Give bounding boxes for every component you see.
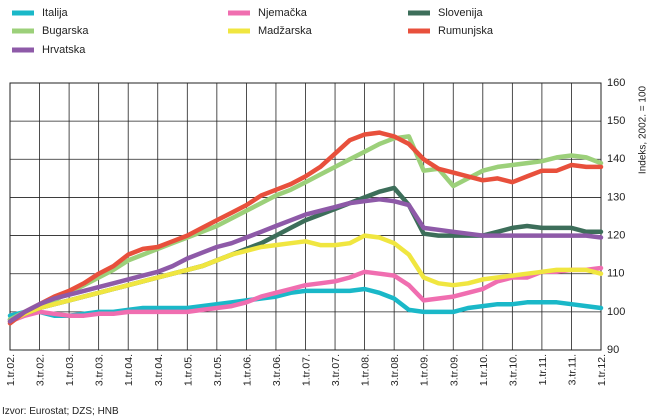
- x-tick-label: 1.tr.07.: [301, 354, 313, 386]
- series-line: [7, 197, 604, 324]
- x-tick-label: 1.tr.11.: [537, 354, 549, 385]
- legend-label: Madžarska: [258, 25, 313, 37]
- x-tick-label: 1.tr.04.: [123, 354, 135, 386]
- x-tick-label: 3.tr.10.: [507, 354, 519, 386]
- x-tick-label: 3.tr.08.: [389, 354, 401, 386]
- x-tick-label: 1.tr.10.: [478, 354, 490, 386]
- legend-label: Njemačka: [258, 7, 308, 19]
- x-tick-label: 3.tr.11.: [566, 354, 578, 385]
- legend-label: Bugarska: [42, 25, 89, 37]
- x-tick-label: 3.tr.07.: [330, 354, 342, 386]
- y-tick-label: 90: [607, 344, 619, 356]
- series-line: [7, 130, 604, 326]
- series-line: [7, 134, 604, 322]
- legend-label: Rumunjska: [438, 25, 494, 37]
- y-tick-label: 150: [607, 115, 625, 127]
- x-tick-label: 1.tr.03.: [64, 354, 76, 386]
- x-tick-label: 1.tr.08.: [360, 354, 372, 386]
- series-line: [7, 233, 604, 324]
- x-tick-label: 3.tr.05.: [212, 354, 224, 386]
- y-tick-label: 140: [607, 153, 625, 165]
- y-tick-label: 100: [607, 306, 625, 318]
- source: Izvor: Eurostat; DZS; HNB: [2, 406, 119, 417]
- legend-label: Slovenija: [438, 7, 484, 19]
- y-tick-label: 160: [607, 77, 625, 89]
- y-tick-label: 110: [607, 268, 625, 280]
- y-tick-label: 130: [607, 191, 625, 203]
- x-tick-label: 1.tr.09.: [419, 354, 431, 386]
- y-tick-label: 120: [607, 229, 625, 241]
- x-tick-label: 1.tr.12.: [596, 354, 608, 386]
- legend-label: Italija: [42, 7, 69, 19]
- y-axis-label: Indeks, 2002. = 100: [638, 85, 649, 174]
- x-tick-label: 3.tr.06.: [271, 354, 283, 386]
- x-tick-label: 1.tr.06.: [241, 354, 253, 386]
- x-tick-label: 3.tr.04.: [153, 354, 165, 386]
- x-tick-label: 3.tr.02.: [35, 354, 47, 386]
- series-line: [7, 265, 604, 324]
- legend-label: Hrvatska: [42, 44, 86, 56]
- x-tick-label: 3.tr.09.: [448, 354, 460, 386]
- x-tick-label: 1.tr.02.: [5, 354, 17, 386]
- x-tick-label: 3.tr.03.: [94, 354, 106, 386]
- x-tick-label: 1.tr.05.: [182, 354, 194, 386]
